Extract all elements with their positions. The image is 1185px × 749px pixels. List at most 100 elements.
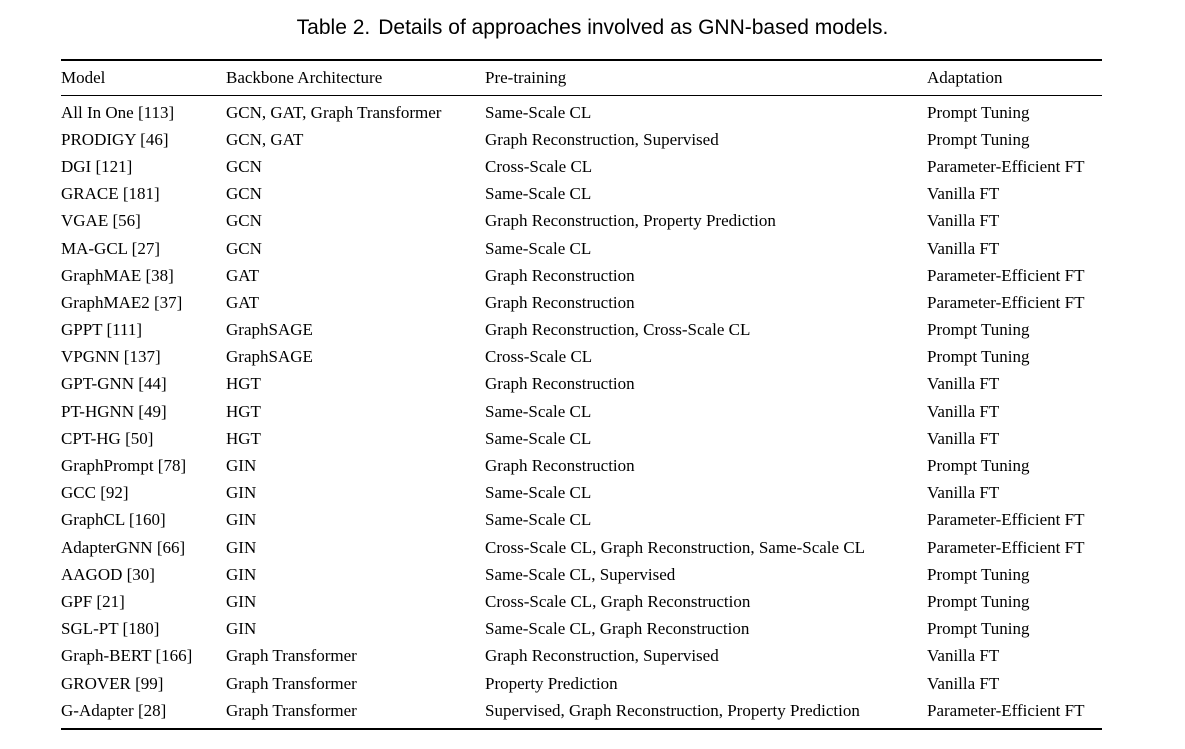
cell-model: CPT-HG [50] [61,428,154,448]
table-row: GraphMAE [38] GAT Graph Reconstruction Para… [61,262,1102,289]
cell-adaptation: Vanilla FT [927,374,1000,394]
cell-pretraining: Same-Scale CL [485,428,592,448]
table-caption-number: Table 2. [296,16,371,39]
cell-pretraining: Same-Scale CL [485,483,592,503]
cell-pretraining: Cross-Scale CL, Graph Reconstruction [485,591,751,611]
cell-backbone: GAT [226,265,260,285]
table-row: GraphMAE2 [37] GAT Graph Reconstruction Par… [61,289,1102,316]
cell-backbone: GraphSAGE [226,320,313,340]
table-row: GCC [92] GIN Same-Scale CL Vanilla FT [61,480,1102,507]
cell-model: GPPT [111] [61,320,143,340]
cell-pretraining: Supervised, Graph Reconstruction, Proper… [485,700,860,720]
cell-backbone: GCN [226,184,262,204]
cell-adaptation: Vanilla FT [927,483,1000,503]
cell-model: All In One [113] [61,102,175,122]
cell-backbone: GCN [226,156,262,176]
table-caption-text: Details of approaches involved as GNN-ba… [378,16,889,39]
table-body: All In One [113] GCN, GAT, Graph Transfor… [61,99,1102,728]
cell-adaptation: Parameter-Efficient FT [927,156,1085,176]
table-bottom-rule [61,728,1102,731]
table-row: PRODIGY [46] GCN, GAT Graph Reconstruction… [61,126,1102,153]
cell-model: GPF [21] [61,591,125,611]
cell-adaptation: Prompt Tuning [927,564,1030,584]
cell-model: PRODIGY [46] [61,129,169,149]
cell-adaptation: Prompt Tuning [927,347,1030,367]
cell-model: GraphCL [160] [61,510,166,530]
cell-adaptation: Vanilla FT [927,428,1000,448]
cell-adaptation: Parameter-Efficient FT [927,292,1085,312]
cell-model: MA-GCL [27] [61,238,160,258]
table-row: CPT-HG [50] HGT Same-Scale CL Vanilla FT [61,425,1102,452]
cell-pretraining: Same-Scale CL [485,401,592,421]
table-row: G-Adapter [28] Graph Transformer Supervise… [61,697,1102,724]
cell-pretraining: Graph Reconstruction [485,265,635,285]
cell-adaptation: Parameter-Efficient FT [927,700,1085,720]
table-row: VGAE [56] GCN Graph Reconstruction, Proper… [61,208,1102,235]
cell-adaptation: Prompt Tuning [927,591,1030,611]
cell-backbone: HGT [226,374,261,394]
cell-backbone: GCN, GAT, Graph Transformer [226,102,442,122]
table-top-rule [61,59,1102,61]
table-row: All In One [113] GCN, GAT, Graph Transfor… [61,99,1102,126]
cell-model: GraphMAE [38] [61,265,174,285]
cell-backbone: GraphSAGE [226,347,313,367]
cell-pretraining: Graph Reconstruction, Property Predictio… [485,211,776,231]
cell-adaptation: Vanilla FT [927,238,1000,258]
cell-pretraining: Graph Reconstruction, Cross-Scale CL [485,320,751,340]
cell-backbone: GAT [226,292,260,312]
table-row: AdapterGNN [66] GIN Cross-Scale CL, Graph … [61,534,1102,561]
cell-backbone: GCN [226,238,262,258]
table-row: GPT-GNN [44] HGT Graph Reconstruction Vanil… [61,371,1102,398]
table-row: Graph-BERT [166] Graph Transformer Graph R… [61,643,1102,670]
cell-pretraining: Graph Reconstruction [485,292,635,312]
cell-model: VPGNN [137] [61,347,161,367]
cell-model: GPT-GNN [44] [61,374,167,394]
cell-pretraining: Graph Reconstruction, Supervised [485,129,719,149]
cell-backbone: GIN [226,510,257,530]
cell-model: DGI [121] [61,156,133,176]
cell-backbone: GIN [226,564,257,584]
header-backbone: Backbone Architecture [226,68,383,87]
cell-adaptation: Parameter-Efficient FT [927,537,1085,557]
cell-model: PT-HGNN [49] [61,401,167,421]
cell-model: VGAE [56] [61,211,141,231]
cell-adaptation: Vanilla FT [927,184,1000,204]
cell-pretraining: Same-Scale CL, Supervised [485,564,676,584]
cell-model: GRACE [181] [61,184,160,204]
cell-backbone: GIN [226,537,257,557]
table-row: SGL-PT [180] GIN Same-Scale CL, Graph Reco… [61,616,1102,643]
cell-model: SGL-PT [180] [61,619,160,639]
cell-adaptation: Prompt Tuning [927,456,1030,476]
cell-model: GraphPrompt [78] [61,456,187,476]
table-row: PT-HGNN [49] HGT Same-Scale CL Vanilla FT [61,398,1102,425]
table-row: GPPT [111] GraphSAGE Graph Reconstruction,… [61,317,1102,344]
cell-backbone: GIN [226,483,257,503]
table-row: GRACE [181] GCN Same-Scale CL Vanilla FT [61,181,1102,208]
cell-backbone: HGT [226,401,261,421]
cell-model: G-Adapter [28] [61,700,167,720]
cell-pretraining: Same-Scale CL [485,510,592,530]
cell-adaptation: Parameter-Efficient FT [927,265,1085,285]
cell-backbone: GCN [226,211,262,231]
cell-backbone: GIN [226,619,257,639]
cell-adaptation: Prompt Tuning [927,619,1030,639]
gnn-models-table: Model Backbone Architecture Pre-training… [61,59,1102,731]
cell-pretraining: Same-Scale CL, Graph Reconstruction [485,619,750,639]
cell-adaptation: Prompt Tuning [927,320,1030,340]
cell-pretraining: Same-Scale CL [485,184,592,204]
table-row: GROVER [99] Graph Transformer Property Pre… [61,670,1102,697]
cell-model: AdapterGNN [66] [61,537,186,557]
cell-pretraining: Same-Scale CL [485,102,592,122]
cell-backbone: HGT [226,428,261,448]
header-pretraining: Pre-training [485,68,567,87]
cell-pretraining: Cross-Scale CL, Graph Reconstruction, Sa… [485,537,866,557]
cell-pretraining: Graph Reconstruction [485,456,635,476]
cell-backbone: GCN, GAT [226,129,304,149]
cell-pretraining: Property Prediction [485,673,618,693]
cell-adaptation: Prompt Tuning [927,129,1030,149]
table-header-rule [61,95,1102,96]
cell-pretraining: Cross-Scale CL [485,156,593,176]
cell-model: GCC [92] [61,483,129,503]
cell-adaptation: Parameter-Efficient FT [927,510,1085,530]
table-header-row: Model Backbone Architecture Pre-training… [61,61,1102,95]
